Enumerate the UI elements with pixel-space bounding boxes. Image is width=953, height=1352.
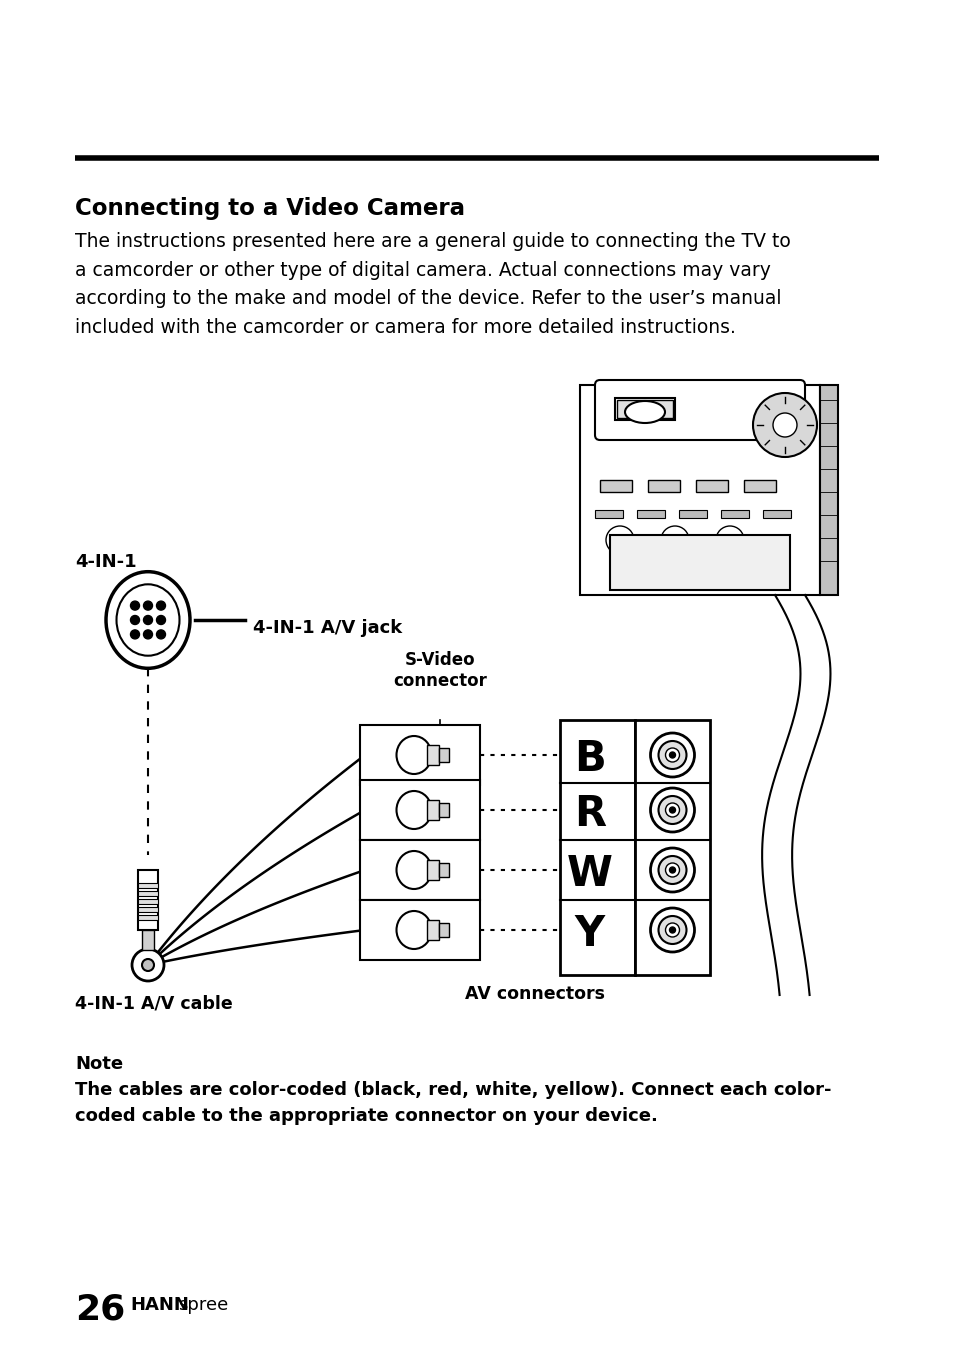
Text: B: B — [574, 738, 605, 780]
Circle shape — [131, 615, 139, 625]
Circle shape — [143, 602, 152, 610]
Bar — [427, 919, 438, 940]
Text: The instructions presented here are a general guide to connecting the TV to
a ca: The instructions presented here are a ge… — [75, 233, 790, 337]
Bar — [427, 860, 438, 880]
Circle shape — [665, 923, 679, 937]
Bar — [138, 883, 158, 888]
Ellipse shape — [624, 402, 664, 423]
Circle shape — [669, 927, 675, 933]
Ellipse shape — [396, 791, 431, 829]
Circle shape — [156, 602, 165, 610]
Bar — [427, 745, 438, 765]
Bar — [142, 930, 153, 950]
Ellipse shape — [106, 572, 190, 668]
Circle shape — [752, 393, 816, 457]
Bar — [696, 480, 727, 492]
Ellipse shape — [396, 911, 431, 949]
Circle shape — [142, 959, 153, 971]
Bar — [609, 535, 789, 589]
Bar — [359, 840, 479, 900]
Circle shape — [131, 602, 139, 610]
Bar — [647, 480, 679, 492]
Bar — [720, 510, 748, 518]
Bar — [438, 803, 449, 817]
Bar — [820, 385, 837, 595]
Text: 26: 26 — [75, 1293, 125, 1328]
Circle shape — [658, 917, 686, 944]
Circle shape — [650, 909, 694, 952]
Bar — [438, 748, 449, 763]
Circle shape — [650, 848, 694, 892]
Bar — [438, 923, 449, 937]
Bar — [359, 900, 479, 960]
Ellipse shape — [396, 850, 431, 890]
Circle shape — [665, 748, 679, 763]
Bar — [438, 863, 449, 877]
Bar — [615, 397, 675, 420]
Circle shape — [665, 803, 679, 817]
Bar — [427, 800, 438, 821]
Circle shape — [132, 949, 164, 982]
Circle shape — [669, 807, 675, 813]
Bar — [617, 400, 672, 418]
Text: spree: spree — [178, 1297, 228, 1314]
Circle shape — [156, 615, 165, 625]
Text: Connecting to a Video Camera: Connecting to a Video Camera — [75, 197, 464, 220]
Text: The cables are color-coded (black, red, white, yellow). Connect each color-
code: The cables are color-coded (black, red, … — [75, 1082, 831, 1125]
Circle shape — [650, 733, 694, 777]
Text: R: R — [574, 794, 605, 836]
Circle shape — [669, 752, 675, 758]
Bar — [637, 510, 664, 518]
Bar — [679, 510, 706, 518]
Bar — [635, 721, 709, 975]
Text: HANN: HANN — [130, 1297, 189, 1314]
Text: S-Video
connector: S-Video connector — [393, 652, 486, 690]
Circle shape — [716, 526, 743, 554]
Bar — [595, 510, 622, 518]
Circle shape — [660, 526, 688, 554]
Text: 4-IN-1 A/V jack: 4-IN-1 A/V jack — [253, 619, 402, 637]
Text: W: W — [566, 853, 612, 895]
Ellipse shape — [396, 735, 431, 773]
Bar — [359, 725, 479, 786]
Circle shape — [658, 796, 686, 823]
Circle shape — [143, 630, 152, 639]
Text: 4-IN-1: 4-IN-1 — [75, 553, 136, 571]
Bar — [599, 480, 631, 492]
Circle shape — [156, 630, 165, 639]
Circle shape — [665, 863, 679, 877]
Circle shape — [650, 788, 694, 831]
Text: 4-IN-1 A/V cable: 4-IN-1 A/V cable — [75, 995, 233, 1013]
Circle shape — [605, 526, 634, 554]
Ellipse shape — [116, 584, 179, 656]
Bar — [138, 891, 158, 896]
Text: AV connectors: AV connectors — [464, 986, 604, 1003]
Text: Y: Y — [575, 913, 604, 955]
Bar — [579, 385, 820, 595]
Text: Note: Note — [75, 1055, 123, 1073]
Bar — [138, 915, 158, 919]
Circle shape — [772, 412, 796, 437]
Bar — [559, 721, 635, 975]
Bar — [138, 899, 158, 904]
Bar — [138, 907, 158, 913]
Circle shape — [658, 741, 686, 769]
Bar — [762, 510, 790, 518]
Bar — [138, 869, 158, 930]
Bar — [359, 780, 479, 840]
Circle shape — [131, 630, 139, 639]
Bar — [743, 480, 775, 492]
Circle shape — [669, 867, 675, 873]
Circle shape — [143, 615, 152, 625]
Circle shape — [658, 856, 686, 884]
FancyBboxPatch shape — [595, 380, 804, 439]
